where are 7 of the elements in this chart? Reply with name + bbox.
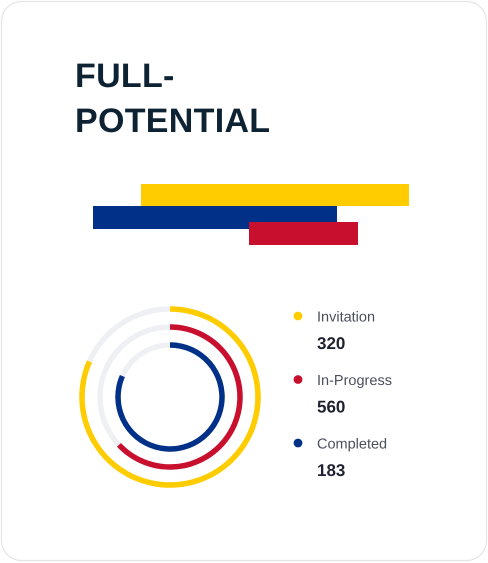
- data-label: 183: [317, 461, 346, 480]
- data-label: 560: [317, 398, 346, 416]
- category-label: In-Progress: [317, 372, 392, 389]
- text: FULL-POTENTIAL: [75, 57, 270, 140]
- category-label: Invitation: [317, 309, 376, 326]
- category-label: Completed: [317, 436, 388, 452]
- data-label: 320: [317, 334, 346, 353]
